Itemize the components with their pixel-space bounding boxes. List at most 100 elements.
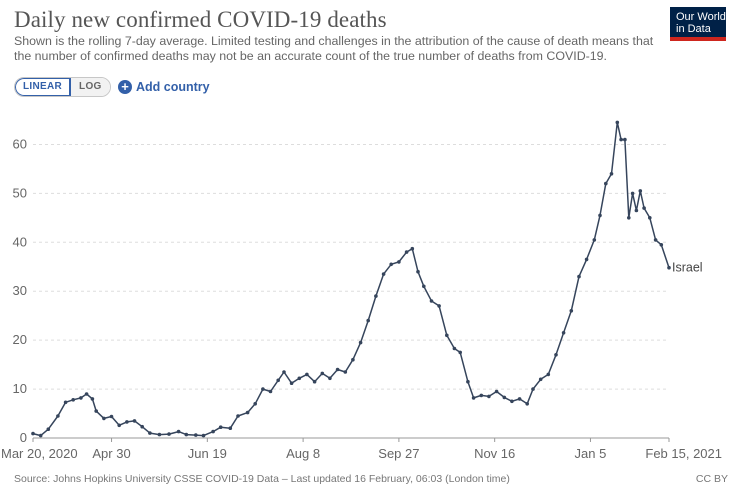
data-point [609, 172, 614, 176]
y-tick-label: 30 [13, 283, 27, 298]
data-point [211, 429, 215, 434]
data-point [445, 333, 449, 338]
data-point [479, 393, 484, 398]
data-point [132, 419, 137, 423]
axis-layer: 0 10 20 30 40 50 60 Mar 20, 2020 Apr 30 Jun 19 Aug… [1, 136, 722, 461]
x-tick-label: Mar 20, 2020 [1, 446, 78, 461]
x-tick-label: Aug 8 [286, 446, 320, 461]
data-point [437, 304, 441, 308]
data-point [615, 120, 620, 125]
data-point [201, 433, 206, 438]
data-point [598, 213, 602, 218]
data-point [487, 394, 491, 399]
data-point [194, 433, 198, 437]
data-point [569, 309, 574, 313]
data-point [38, 433, 43, 438]
data-point [140, 424, 144, 429]
data-point [148, 431, 152, 435]
data-point [282, 370, 286, 374]
data-point [320, 371, 325, 376]
data-point [471, 396, 476, 400]
data-point [312, 379, 317, 384]
data-point [268, 389, 273, 394]
data-point [71, 398, 75, 402]
series-layer: Israel [31, 120, 703, 438]
data-point [117, 423, 121, 428]
add-country-button[interactable]: + Add country [118, 78, 210, 96]
data-point [554, 353, 558, 357]
data-point [381, 272, 386, 276]
data-point [335, 367, 340, 372]
data-point [619, 137, 623, 142]
data-point [245, 410, 250, 415]
data-point [167, 432, 171, 436]
data-point [176, 429, 181, 434]
data-point [592, 238, 597, 242]
data-point [94, 409, 98, 413]
x-tick-label: Feb 15, 2021 [645, 446, 722, 461]
data-point [653, 238, 658, 242]
data-point [343, 370, 348, 374]
data-point [261, 387, 265, 391]
linear-scale-button[interactable]: LINEAR [15, 78, 72, 96]
data-point [410, 246, 415, 251]
chart-title: Daily new confirmed COVID-19 deaths [14, 7, 387, 32]
data-point [642, 206, 646, 210]
data-point [125, 420, 129, 424]
data-point [638, 189, 643, 193]
data-point [236, 414, 240, 418]
data-point [397, 260, 401, 264]
data-point [561, 331, 566, 335]
data-point [667, 265, 671, 270]
data-point [184, 432, 189, 437]
y-tick-label: 0 [20, 430, 27, 445]
data-point [584, 257, 589, 262]
logo-line-1: Our World [676, 11, 726, 23]
data-point [328, 376, 332, 381]
y-tick-label: 60 [13, 136, 27, 151]
data-point [79, 396, 83, 400]
owid-logo[interactable]: Our World in Data [670, 7, 726, 41]
data-point [648, 216, 652, 220]
data-point [31, 431, 35, 436]
data-point [546, 372, 551, 377]
source-note[interactable]: Source: Johns Hopkins University CSSE CO… [14, 473, 510, 485]
data-point [297, 376, 302, 381]
series-label-israel: Israel [672, 261, 703, 275]
data-point [659, 243, 664, 247]
data-point [374, 294, 378, 298]
license-link[interactable]: CC BY [695, 473, 728, 485]
data-point [389, 262, 394, 267]
data-point [404, 250, 409, 254]
data-point [466, 379, 470, 384]
data-point [366, 318, 371, 323]
data-point [358, 340, 363, 345]
data-point [56, 414, 60, 418]
data-point [157, 432, 162, 437]
grid-layer [33, 143, 669, 439]
log-scale-button[interactable]: LOG [71, 78, 110, 96]
x-tick-label: Jan 5 [575, 446, 607, 461]
add-country-label: Add country [136, 80, 210, 94]
data-point [253, 402, 257, 406]
data-point [458, 350, 463, 355]
x-tick-label: Sep 27 [378, 446, 419, 461]
data-point [422, 284, 426, 289]
data-point [538, 377, 543, 382]
data-point [416, 269, 420, 274]
x-tick-label: Jun 19 [188, 446, 227, 461]
data-point [634, 208, 639, 213]
y-tick-label: 20 [13, 332, 27, 347]
chart-subtitle: Shown is the rolling 7-day average. Limi… [14, 34, 654, 63]
logo-line-2: in Data [676, 23, 711, 35]
y-tick-label: 40 [13, 234, 27, 249]
data-point [84, 392, 89, 396]
plus-icon: + [118, 80, 132, 94]
x-tick-label: Nov 16 [474, 446, 515, 461]
y-tick-label: 50 [13, 185, 27, 200]
data-point [305, 372, 309, 377]
data-point [429, 299, 434, 303]
data-point [63, 400, 68, 405]
data-point [289, 381, 294, 386]
